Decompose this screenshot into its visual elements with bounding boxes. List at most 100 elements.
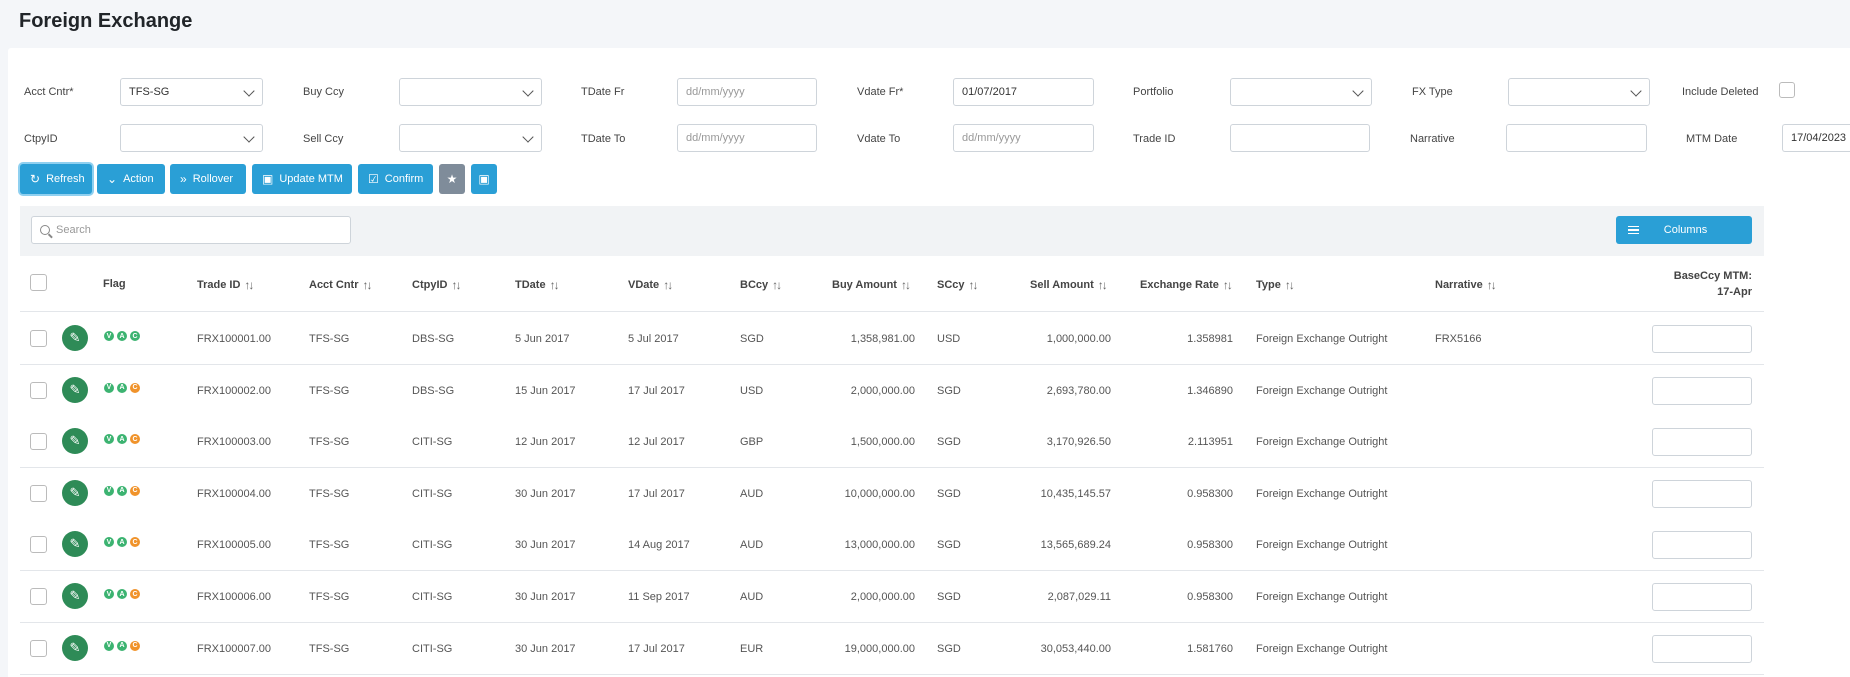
acct-cntr-cell: TFS-SG bbox=[309, 642, 350, 655]
portfolio-select[interactable] bbox=[1230, 78, 1372, 106]
mtm-date-value: 17/04/2023 bbox=[1791, 132, 1847, 144]
acct-cntr-select[interactable]: TFS-SG bbox=[120, 78, 263, 106]
row-checkbox[interactable] bbox=[30, 381, 47, 399]
update-mtm-button[interactable]: ▣ Update MTM bbox=[252, 164, 352, 194]
vdate-to-placeholder: dd/mm/yyyy bbox=[962, 132, 1021, 144]
type-cell: Foreign Exchange Outright bbox=[1256, 436, 1388, 449]
buy-ccy-select[interactable] bbox=[399, 78, 542, 106]
sort-icon[interactable]: ↑↓ bbox=[1284, 278, 1295, 292]
tdate-cell: 15 Jun 2017 bbox=[515, 384, 576, 397]
sort-icon[interactable]: ↑↓ bbox=[244, 278, 254, 292]
flag-v-badge: V bbox=[104, 331, 114, 341]
rollover-button[interactable]: » Rollover bbox=[170, 164, 246, 194]
tdate-to-input[interactable]: dd/mm/yyyy bbox=[677, 124, 817, 152]
buy-amount-cell: 1,358,981.00 bbox=[850, 333, 915, 345]
edit-pencil-icon[interactable]: ✎ bbox=[62, 479, 88, 506]
mtm-input[interactable] bbox=[1652, 428, 1752, 457]
row-checkbox[interactable] bbox=[30, 588, 47, 605]
col-sell-amount[interactable]: Sell Amount ↑↓ bbox=[1030, 278, 1108, 292]
col-sccy[interactable]: SCcy ↑↓ bbox=[937, 278, 979, 292]
flag-c-badge: C bbox=[130, 485, 140, 496]
mtm-input[interactable] bbox=[1652, 376, 1752, 405]
bccy-cell: EUR bbox=[740, 642, 764, 655]
sell-ccy-select[interactable] bbox=[399, 124, 542, 152]
col-acct-cntr[interactable]: Acct Cntr ↑↓ bbox=[309, 278, 373, 292]
fx-type-select[interactable] bbox=[1508, 78, 1650, 106]
col-bccy[interactable]: BCcy ↑↓ bbox=[740, 278, 782, 292]
trade-id-label: Trade ID bbox=[1133, 133, 1176, 145]
edit-pencil-icon[interactable]: ✎ bbox=[62, 325, 88, 351]
row-checkbox[interactable] bbox=[30, 330, 47, 347]
row-checkbox[interactable] bbox=[30, 433, 47, 451]
flag-c-badge: C bbox=[130, 589, 140, 599]
row-checkbox[interactable] bbox=[30, 639, 47, 657]
edit-pencil-icon[interactable]: ✎ bbox=[62, 376, 88, 403]
select-all-checkbox[interactable] bbox=[30, 274, 47, 291]
vdate-cell: 5 Jul 2017 bbox=[628, 333, 679, 345]
edit-pencil-icon[interactable]: ✎ bbox=[62, 583, 88, 609]
sort-icon[interactable]: ↑↓ bbox=[968, 278, 979, 292]
type-cell: Foreign Exchange Outright bbox=[1256, 384, 1388, 397]
mtm-input[interactable] bbox=[1652, 583, 1752, 611]
col-vdate[interactable]: VDate ↑↓ bbox=[628, 278, 673, 292]
mtm-input[interactable] bbox=[1652, 479, 1752, 508]
edit-pencil-icon[interactable]: ✎ bbox=[62, 531, 88, 558]
sort-icon[interactable]: ↑↓ bbox=[900, 278, 911, 292]
col-trade-id-label: Trade ID bbox=[197, 279, 241, 291]
sort-icon[interactable]: ↑↓ bbox=[362, 278, 373, 292]
chevron-down-icon bbox=[243, 131, 255, 143]
mtm-input[interactable] bbox=[1652, 634, 1752, 663]
ctpy-id-select[interactable] bbox=[120, 124, 263, 152]
update-mtm-label: Update MTM bbox=[279, 173, 343, 185]
refresh-button[interactable]: ↻ Refresh bbox=[20, 164, 92, 194]
confirm-button[interactable]: ☑ Confirm bbox=[358, 164, 433, 194]
sort-icon[interactable]: ↑↓ bbox=[772, 278, 782, 292]
action-button[interactable]: ⌄ Action bbox=[97, 164, 165, 194]
narrative-cell: FRX5166 bbox=[1435, 333, 1482, 345]
col-vdate-label: VDate bbox=[628, 279, 660, 291]
search-input[interactable]: Search bbox=[31, 216, 351, 244]
sort-icon[interactable]: ↑↓ bbox=[663, 278, 673, 292]
flag-a-badge: A bbox=[117, 331, 127, 341]
acct-cntr-value: TFS-SG bbox=[129, 86, 170, 98]
table-row: ✎ V A C FRX100007.00 TFS-SG CITI-SG 30 Jun 2017… bbox=[20, 622, 1764, 675]
col-type[interactable]: Type ↑↓ bbox=[1256, 278, 1295, 292]
mtm-input[interactable] bbox=[1652, 531, 1752, 560]
page-title: Foreign Exchange bbox=[19, 10, 193, 32]
columns-label: Columns bbox=[1663, 224, 1708, 236]
mtm-input[interactable] bbox=[1652, 325, 1752, 353]
col-buy-amount[interactable]: Buy Amount ↑↓ bbox=[832, 278, 911, 292]
col-narrative[interactable]: Narrative ↑↓ bbox=[1435, 278, 1497, 292]
save-button[interactable]: ▣ bbox=[471, 164, 497, 194]
sort-icon[interactable]: ↑↓ bbox=[1486, 278, 1497, 292]
col-ctpy-id[interactable]: CtpyID ↑↓ bbox=[412, 278, 461, 292]
buy-amount-cell: 2,000,000.00 bbox=[850, 384, 915, 397]
favorite-button[interactable]: ★ bbox=[439, 164, 465, 194]
row-checkbox[interactable] bbox=[30, 536, 47, 554]
edit-pencil-icon[interactable]: ✎ bbox=[62, 428, 88, 455]
flag-c-badge: C bbox=[130, 331, 140, 341]
col-tdate[interactable]: TDate ↑↓ bbox=[515, 278, 560, 292]
trade-id-input[interactable] bbox=[1230, 124, 1370, 152]
edit-pencil-icon[interactable]: ✎ bbox=[62, 634, 88, 661]
col-exchange-rate[interactable]: Exchange Rate ↑↓ bbox=[1140, 278, 1233, 292]
row-checkbox[interactable] bbox=[30, 484, 47, 502]
sort-icon[interactable]: ↑↓ bbox=[549, 278, 560, 292]
ctpy-id-cell: CITI-SG bbox=[412, 591, 453, 603]
columns-button[interactable]: Columns bbox=[1616, 216, 1752, 244]
sort-icon[interactable]: ↑↓ bbox=[1222, 278, 1233, 292]
acct-cntr-cell: TFS-SG bbox=[309, 591, 350, 603]
sort-icon[interactable]: ↑↓ bbox=[451, 278, 461, 292]
sort-icon[interactable]: ↑↓ bbox=[1097, 278, 1108, 292]
col-trade-id[interactable]: Trade ID ↑↓ bbox=[197, 278, 254, 292]
flag-v-badge: V bbox=[104, 382, 114, 393]
include-deleted-checkbox[interactable] bbox=[1779, 82, 1795, 98]
tdate-fr-input[interactable]: dd/mm/yyyy bbox=[677, 78, 817, 106]
tdate-cell: 12 Jun 2017 bbox=[515, 436, 576, 449]
vdate-fr-input[interactable]: 01/07/2017 bbox=[953, 78, 1094, 106]
mtm-date-input[interactable]: 17/04/2023 bbox=[1782, 124, 1850, 152]
narrative-input[interactable] bbox=[1506, 124, 1647, 152]
mtm-date-label: MTM Date bbox=[1686, 133, 1738, 145]
vdate-to-input[interactable]: dd/mm/yyyy bbox=[953, 124, 1094, 152]
ctpy-id-cell: DBS-SG bbox=[412, 333, 455, 345]
